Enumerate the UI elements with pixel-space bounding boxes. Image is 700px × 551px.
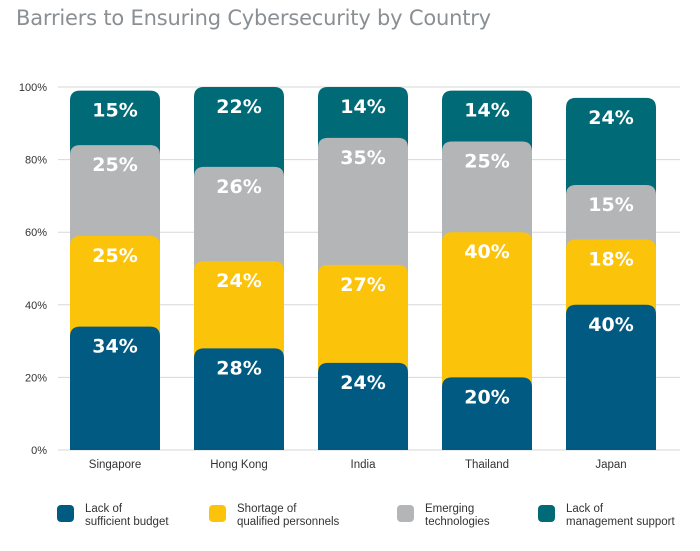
data-label: 15%	[92, 100, 137, 122]
bar-stack: 28% 24% 26% 22%	[194, 87, 284, 451]
legend-item-budget: Lack of sufficient budget	[57, 503, 215, 529]
bar-stack: 24% 27% 35% 14%	[318, 87, 408, 450]
data-label: 15%	[588, 194, 633, 216]
legend-item-personnel: Shortage of qualified personnels	[209, 503, 367, 529]
data-label: 35%	[340, 147, 385, 169]
x-tick-label: India	[351, 459, 377, 471]
y-tick-label: 40%	[25, 300, 47, 312]
data-label: 25%	[92, 245, 137, 267]
legend-item-management: Lack of management support	[538, 503, 696, 529]
data-label: 22%	[216, 96, 261, 118]
bars: 34% 25% 25% 15% 28% 24% 26% 22% 24% 27% 35% 14% 20% 4…	[70, 87, 656, 451]
data-label: 24%	[588, 107, 633, 129]
bar-segment	[442, 377, 532, 450]
data-label: 25%	[464, 150, 509, 172]
data-label: 24%	[216, 270, 261, 292]
data-label: 18%	[588, 248, 633, 270]
bar-stack: 40% 18% 15% 24%	[566, 97, 656, 450]
y-tick-label: 80%	[25, 155, 47, 167]
x-tick-label: Hong Kong	[210, 459, 268, 471]
y-axis: 0% 20% 40% 60% 80% 100%	[19, 82, 47, 457]
chart-title: Barriers to Ensuring Cybersecurity by Co…	[16, 6, 491, 30]
data-label: 40%	[588, 314, 633, 336]
y-tick-label: 20%	[25, 372, 47, 384]
legend-item-emerging: Emerging technologies	[397, 503, 555, 529]
data-label: 40%	[464, 241, 509, 263]
legend-label-line2: sufficient budget	[85, 516, 169, 528]
y-tick-label: 100%	[19, 82, 47, 94]
x-tick-label: Thailand	[465, 459, 509, 471]
legend-label-line2: technologies	[425, 516, 490, 528]
bar-segment	[566, 304, 656, 450]
bar-stack: 20% 40% 25% 14%	[442, 90, 532, 450]
data-label: 14%	[464, 100, 509, 122]
legend-swatch-icon	[538, 505, 555, 522]
legend-swatch-icon	[209, 505, 226, 522]
legend-label-line1: Shortage of	[237, 503, 297, 515]
y-tick-label: 60%	[25, 227, 47, 239]
legend-label-line1: Emerging	[425, 503, 475, 515]
data-label: 25%	[92, 154, 137, 176]
stacked-bar-chart: 0% 20% 40% 60% 80% 100% 34% 25% 25% 15% 28% 24% 26%…	[19, 82, 680, 471]
data-label: 34%	[92, 336, 137, 358]
legend-label-line1: Lack of	[85, 503, 123, 515]
legend-swatch-icon	[397, 505, 414, 522]
data-label: 28%	[216, 357, 261, 379]
bar-segment	[194, 348, 284, 450]
y-tick-label: 0%	[31, 445, 47, 457]
data-label: 20%	[464, 386, 509, 408]
legend-label-line2: qualified personnels	[237, 516, 340, 528]
legend-swatch-icon	[57, 505, 74, 522]
x-tick-label: Singapore	[89, 459, 141, 471]
legend: Lack of sufficient budget Shortage of qu…	[0, 503, 700, 543]
bar-segment	[70, 326, 160, 450]
bar-stack: 34% 25% 25% 15%	[70, 90, 160, 450]
legend-label-line2: management support	[566, 516, 675, 528]
bar-segment	[318, 362, 408, 450]
data-label: 24%	[340, 372, 385, 394]
legend-label-line1: Lack of	[566, 503, 604, 515]
x-tick-label: Japan	[595, 459, 626, 471]
x-axis: Singapore Hong Kong India Thailand Japan	[89, 459, 627, 471]
data-label: 27%	[340, 274, 385, 296]
data-label: 14%	[340, 96, 385, 118]
data-label: 26%	[216, 176, 261, 198]
